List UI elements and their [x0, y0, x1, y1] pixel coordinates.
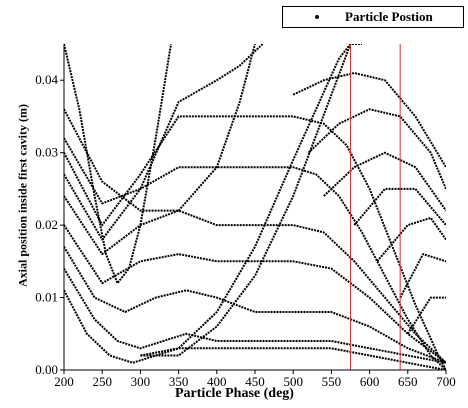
- series-line-18: [400, 254, 446, 298]
- x-tick-label: 300: [131, 374, 151, 389]
- x-tick-label: 250: [92, 374, 112, 389]
- y-tick-label: 0.02: [35, 217, 58, 232]
- y-tick-label: 0.04: [35, 72, 58, 87]
- series-line-12: [140, 44, 362, 356]
- y-tick-label: 0.00: [35, 362, 58, 377]
- x-axis-label: Particle Phase (deg): [175, 386, 294, 402]
- legend: Particle Postion: [282, 6, 464, 28]
- series-line-13: [293, 73, 446, 167]
- legend-label: Particle Postion: [345, 9, 433, 25]
- series-line-15: [324, 153, 446, 211]
- x-tick-label: 700: [436, 374, 456, 389]
- series-line-14: [309, 109, 447, 189]
- plot-area: [64, 44, 446, 370]
- series-line-4: [64, 116, 446, 370]
- y-tick-label: 0.03: [35, 145, 58, 160]
- series-line-8: [64, 247, 446, 363]
- y-tick-label: 0.01: [35, 290, 58, 305]
- series-line-17: [377, 218, 446, 261]
- x-tick-label: 550: [322, 374, 342, 389]
- series-line-5: [64, 167, 446, 370]
- x-tick-label: 600: [360, 374, 380, 389]
- x-tick-label: 650: [398, 374, 418, 389]
- legend-marker: [315, 15, 319, 19]
- series-line-3: [64, 44, 263, 203]
- series-line-1: [64, 44, 171, 283]
- y-axis-label: Axial position inside first cavity (m): [16, 96, 31, 296]
